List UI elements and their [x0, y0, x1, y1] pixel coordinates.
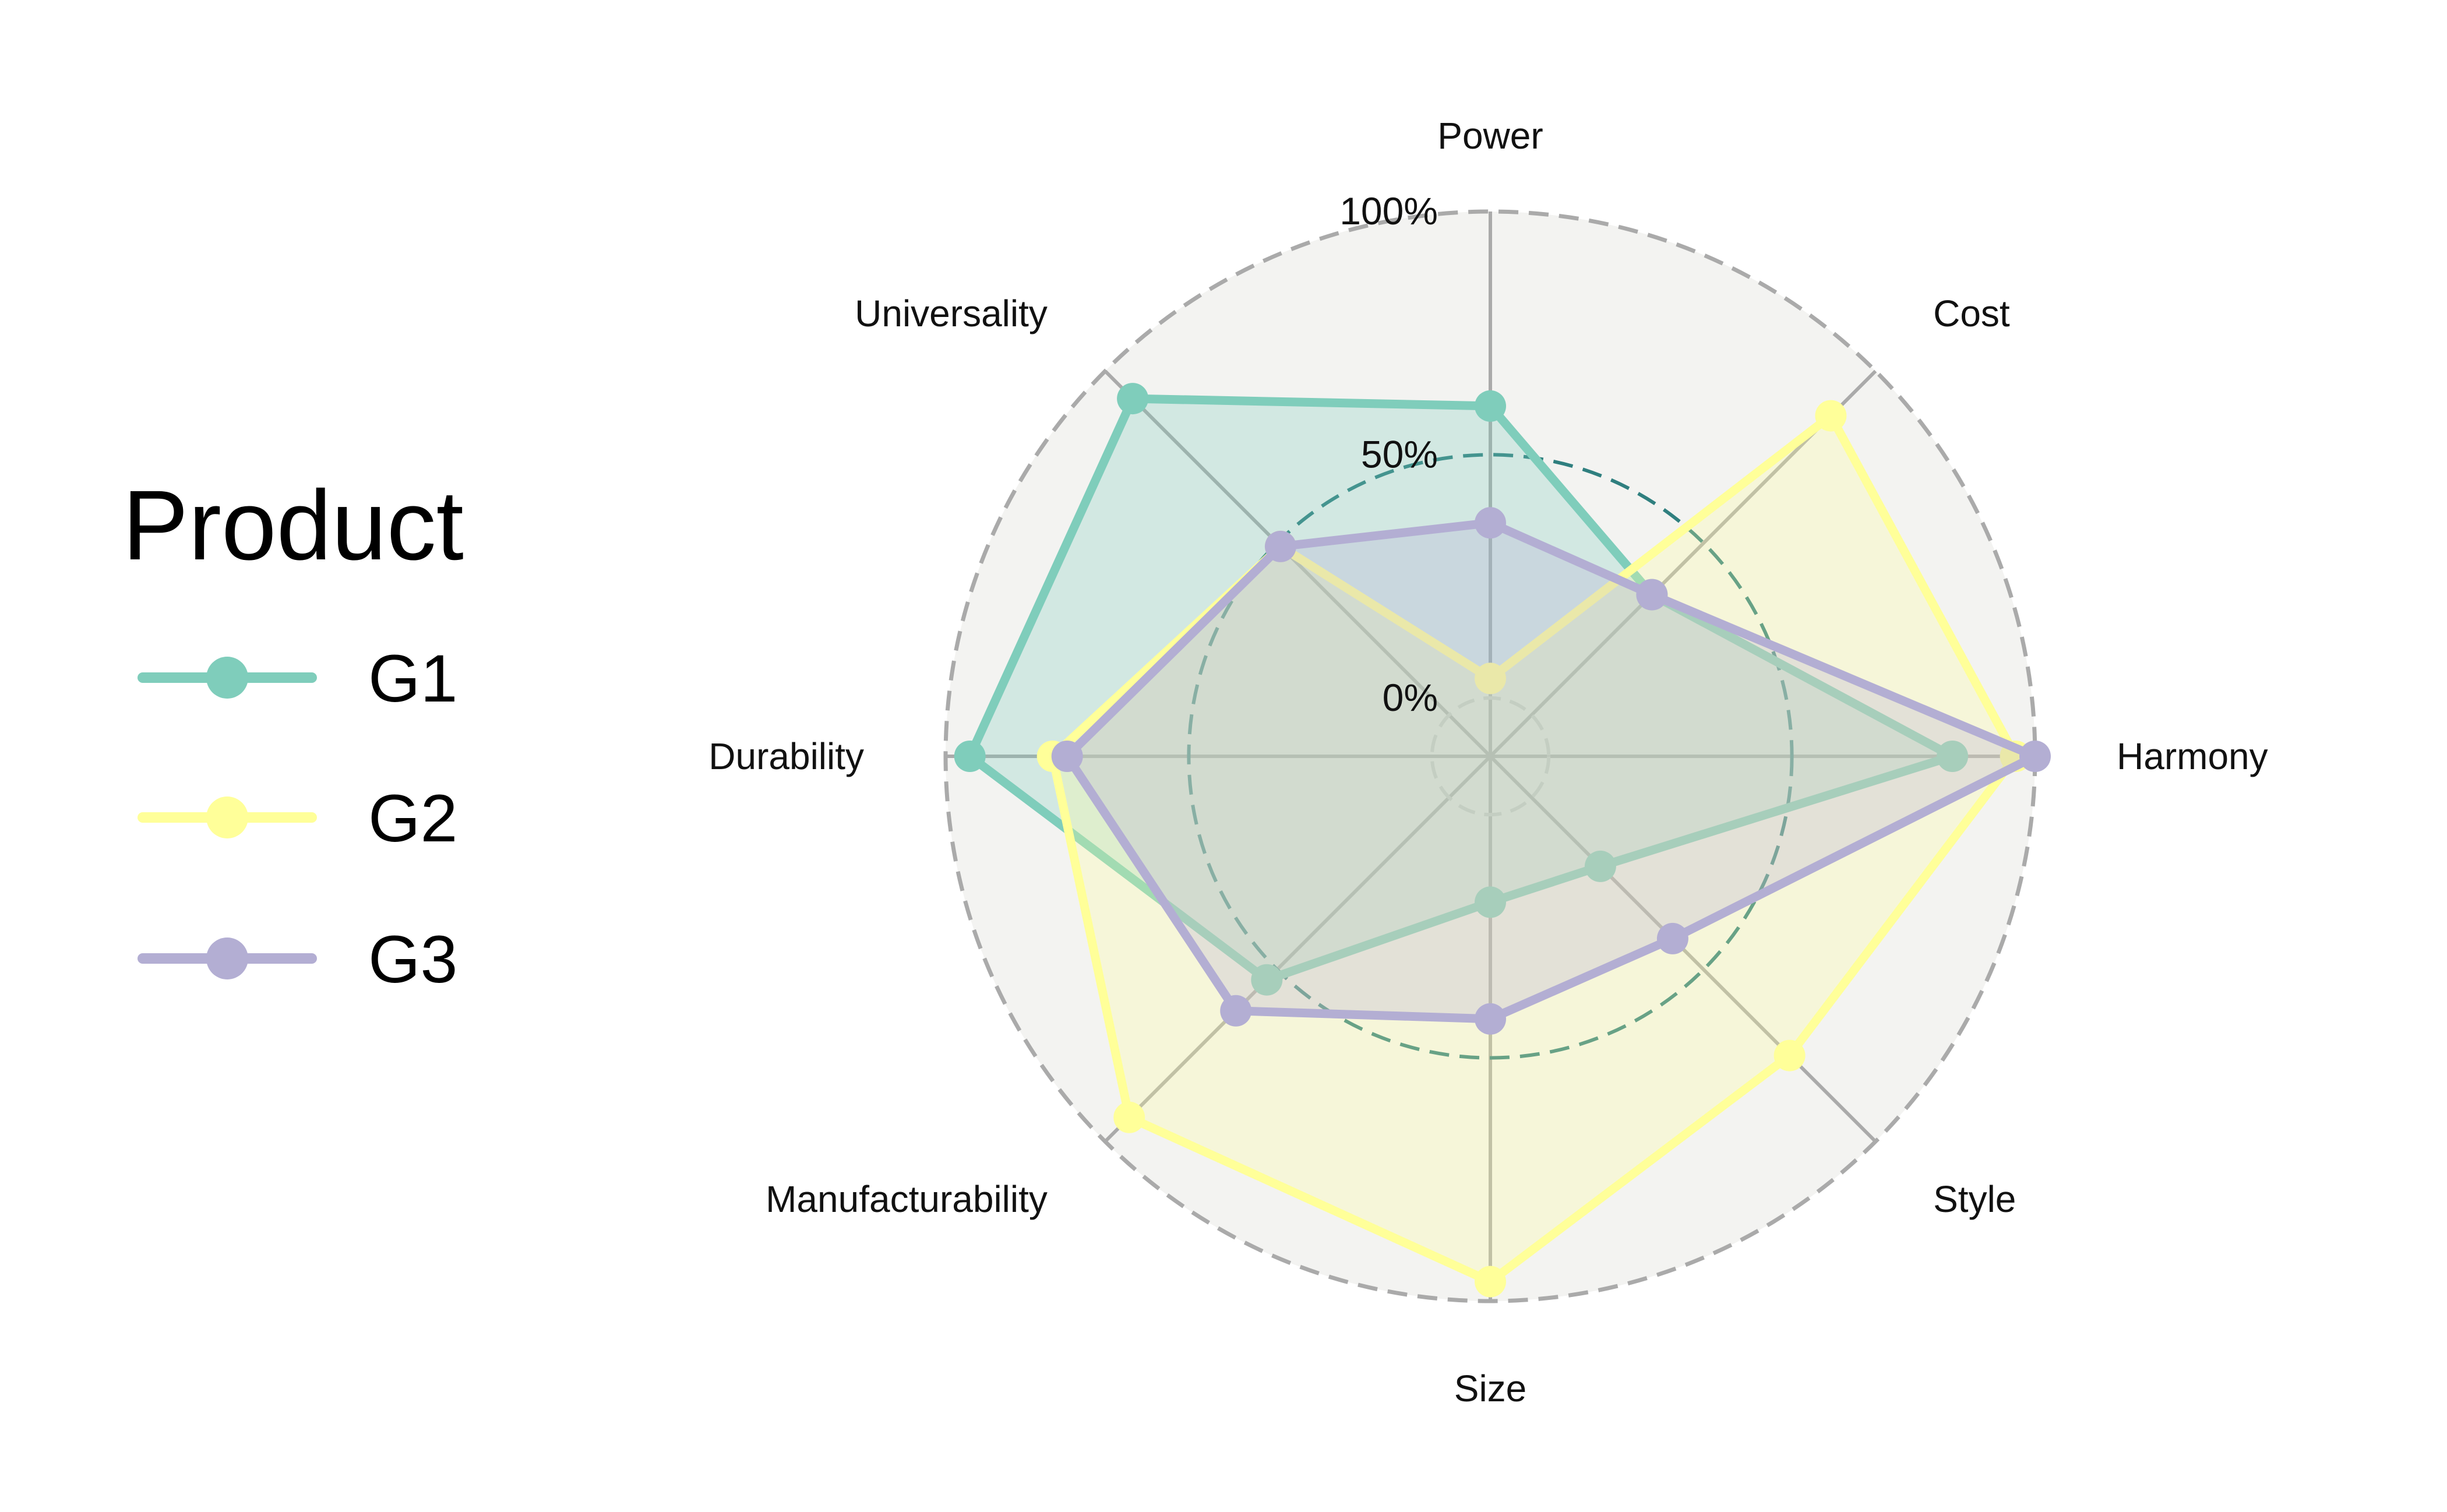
point-g1-style [1584, 850, 1616, 882]
axis-label-manufacturability: Manufacturability [766, 1178, 1048, 1220]
point-g3-durability [1051, 741, 1083, 772]
axis-label-power: Power [1437, 115, 1543, 157]
point-g3-power [1475, 507, 1506, 539]
legend-item-g3: G3 [137, 922, 457, 997]
point-g3-universality [1264, 530, 1296, 562]
spoke-universality [1103, 369, 1492, 758]
tick-label-100: 100% [1339, 189, 1438, 232]
axis-label-harmony: Harmony [2117, 735, 2268, 777]
point-g3-style [1656, 922, 1688, 954]
axis-label-durability: Durability [708, 735, 864, 777]
axis-label-cost: Cost [1933, 292, 2010, 334]
legend-marker-g1 [206, 657, 248, 699]
point-g1-durability [954, 741, 986, 772]
point-g1-universality [1117, 383, 1149, 415]
grid-ring-0 [1430, 696, 1551, 817]
axis-label-size: Size [1454, 1368, 1527, 1409]
tick-label-50: 50% [1361, 432, 1438, 475]
point-g2-size [1475, 1266, 1506, 1298]
point-g3-size [1475, 1003, 1506, 1035]
radial-tick-labels: 0% 50% 100% [1339, 189, 1438, 719]
tick-label-0: 0% [1383, 676, 1438, 719]
point-g2-cost [1815, 400, 1847, 432]
point-g1-size [1475, 886, 1506, 918]
point-g3-harmony [2019, 741, 2051, 772]
point-g3-manufacturability [1220, 995, 1252, 1027]
axis-labels: Power Cost Harmony Style Size Manufactur… [708, 115, 2268, 1409]
series-g3 [1051, 507, 2051, 1035]
axis-label-style: Style [1933, 1178, 2016, 1220]
legend-label-g3: G3 [368, 922, 457, 997]
point-g2-power [1475, 662, 1506, 695]
legend: Product G1 G2 G3 [122, 470, 464, 997]
legend-label-g2: G2 [368, 781, 457, 856]
legend-title: Product [122, 470, 464, 581]
legend-item-g1: G1 [137, 642, 457, 716]
point-g3-cost [1636, 579, 1668, 611]
legend-marker-g2 [206, 796, 248, 838]
radar-series [954, 383, 2051, 1298]
axis-label-universality: Universality [855, 292, 1048, 334]
point-g2-manufacturability [1113, 1101, 1145, 1133]
point-g2-style [1773, 1039, 1806, 1072]
legend-marker-g3 [206, 937, 248, 979]
grid-ring-50 [1187, 453, 1794, 1060]
legend-label-g1: G1 [368, 642, 457, 716]
point-g1-power [1475, 390, 1506, 422]
legend-item-g2: G2 [137, 781, 457, 856]
spoke-manufacturability [1103, 755, 1492, 1143]
point-g1-manufacturability [1251, 964, 1283, 996]
point-g1-harmony [1937, 741, 1969, 772]
